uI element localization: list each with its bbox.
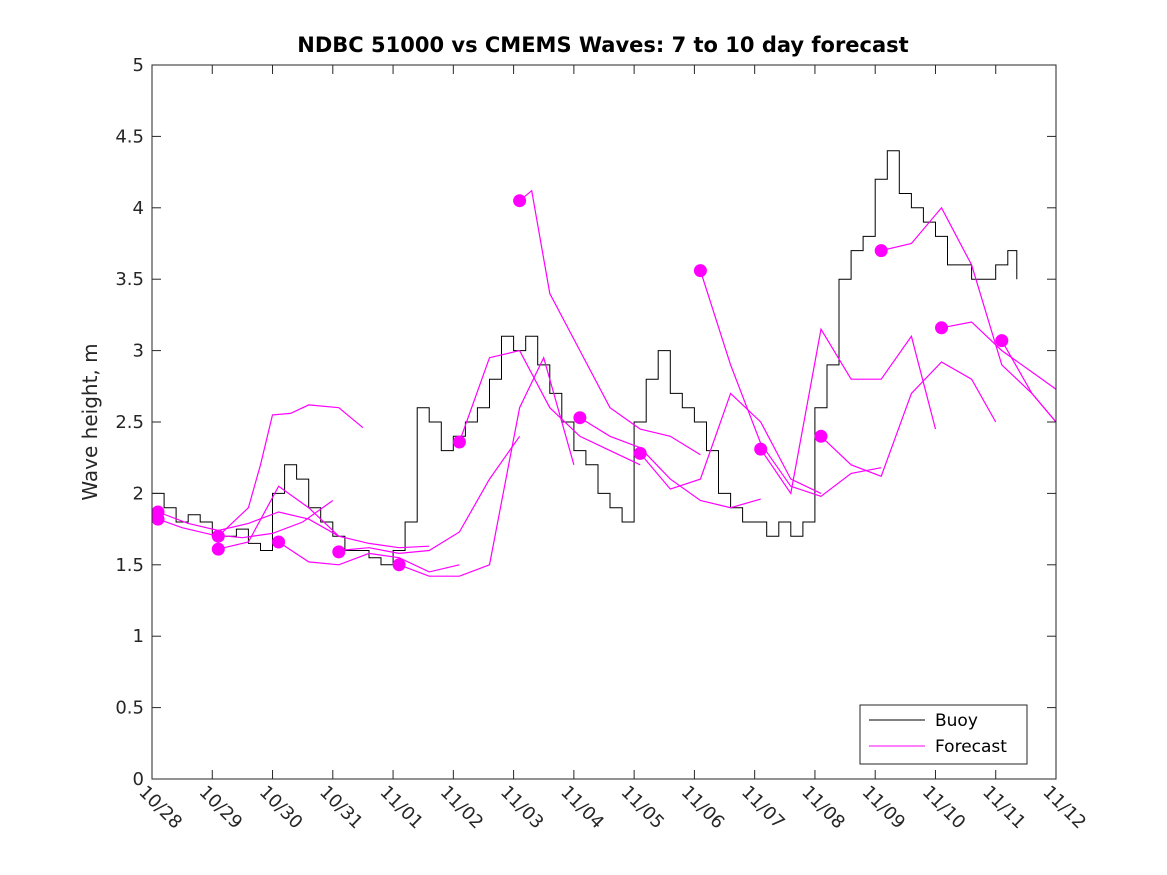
- forecast-series-line-8: [458, 349, 641, 466]
- forecast-series-line-1: [157, 500, 334, 539]
- legend: Buoy Forecast: [859, 704, 1028, 765]
- y-tick-label: 0.5: [115, 698, 144, 719]
- legend-forecast-label: Forecast: [935, 737, 1007, 757]
- y-tick-label: 2: [133, 483, 144, 504]
- forecast-start-marker: [754, 442, 768, 456]
- forecast-series-line-12: [699, 270, 882, 497]
- forecast-series-line-4: [218, 485, 430, 550]
- forecast-start-marker: [392, 558, 406, 572]
- y-axis-ticks: 0 0.5 1 1.5 2 2.5 3 3.5 4 4.5 5: [115, 55, 1056, 790]
- y-tick-label: 0: [133, 769, 144, 790]
- y-axis-label: Wave height, m: [78, 343, 102, 500]
- buoy-series-line: [152, 150, 1018, 566]
- forecast-series-layer: [157, 189, 1057, 577]
- legend-box: [859, 704, 1028, 765]
- forecast-start-marker: [573, 411, 587, 425]
- forecast-start-marker: [633, 446, 647, 460]
- forecast-series-line-14: [820, 361, 997, 478]
- forecast-series-line-7: [398, 356, 575, 577]
- forecast-start-marker: [513, 194, 527, 208]
- y-tick-label: 1: [133, 626, 144, 647]
- y-tick-label: 4: [133, 198, 144, 219]
- forecast-marker-layer: [151, 194, 1009, 572]
- forecast-series-line-16: [941, 321, 1057, 390]
- forecast-start-marker: [332, 545, 346, 559]
- forecast-series-line-10: [579, 417, 761, 509]
- forecast-series-line-2: [157, 511, 340, 537]
- forecast-start-marker: [151, 505, 165, 519]
- forecast-series-line-5: [278, 541, 460, 573]
- forecast-start-marker: [452, 435, 466, 449]
- forecast-start-marker: [935, 321, 948, 335]
- y-tick-label: 5: [133, 55, 144, 76]
- forecast-start-marker: [693, 264, 707, 278]
- forecast-start-marker: [211, 529, 225, 543]
- chart-title: NDBC 51000 vs CMEMS Waves: 7 to 10 day f…: [297, 33, 908, 57]
- y-tick-label: 4.5: [115, 126, 144, 147]
- forecast-series-line-3: [217, 404, 364, 537]
- forecast-series-line-13: [760, 327, 937, 495]
- y-tick-label: 1.5: [115, 555, 144, 576]
- buoy-series-layer: [152, 150, 1018, 566]
- y-tick-label: 3: [133, 341, 144, 362]
- forecast-start-marker: [272, 535, 286, 549]
- forecast-start-marker: [814, 429, 828, 443]
- plot-area: [152, 65, 1056, 779]
- y-tick-label: 2.5: [115, 412, 144, 433]
- forecast-start-marker: [211, 542, 225, 556]
- forecast-series-line-11: [639, 392, 822, 494]
- forecast-series-line-17: [1001, 340, 1057, 423]
- y-tick-label: 3.5: [115, 269, 144, 290]
- forecast-start-marker: [995, 334, 1009, 348]
- forecast-series-line-6: [338, 435, 521, 555]
- forecast-series-line-9: [519, 189, 701, 456]
- legend-buoy-label: Buoy: [935, 711, 978, 731]
- forecast-start-marker: [874, 244, 888, 258]
